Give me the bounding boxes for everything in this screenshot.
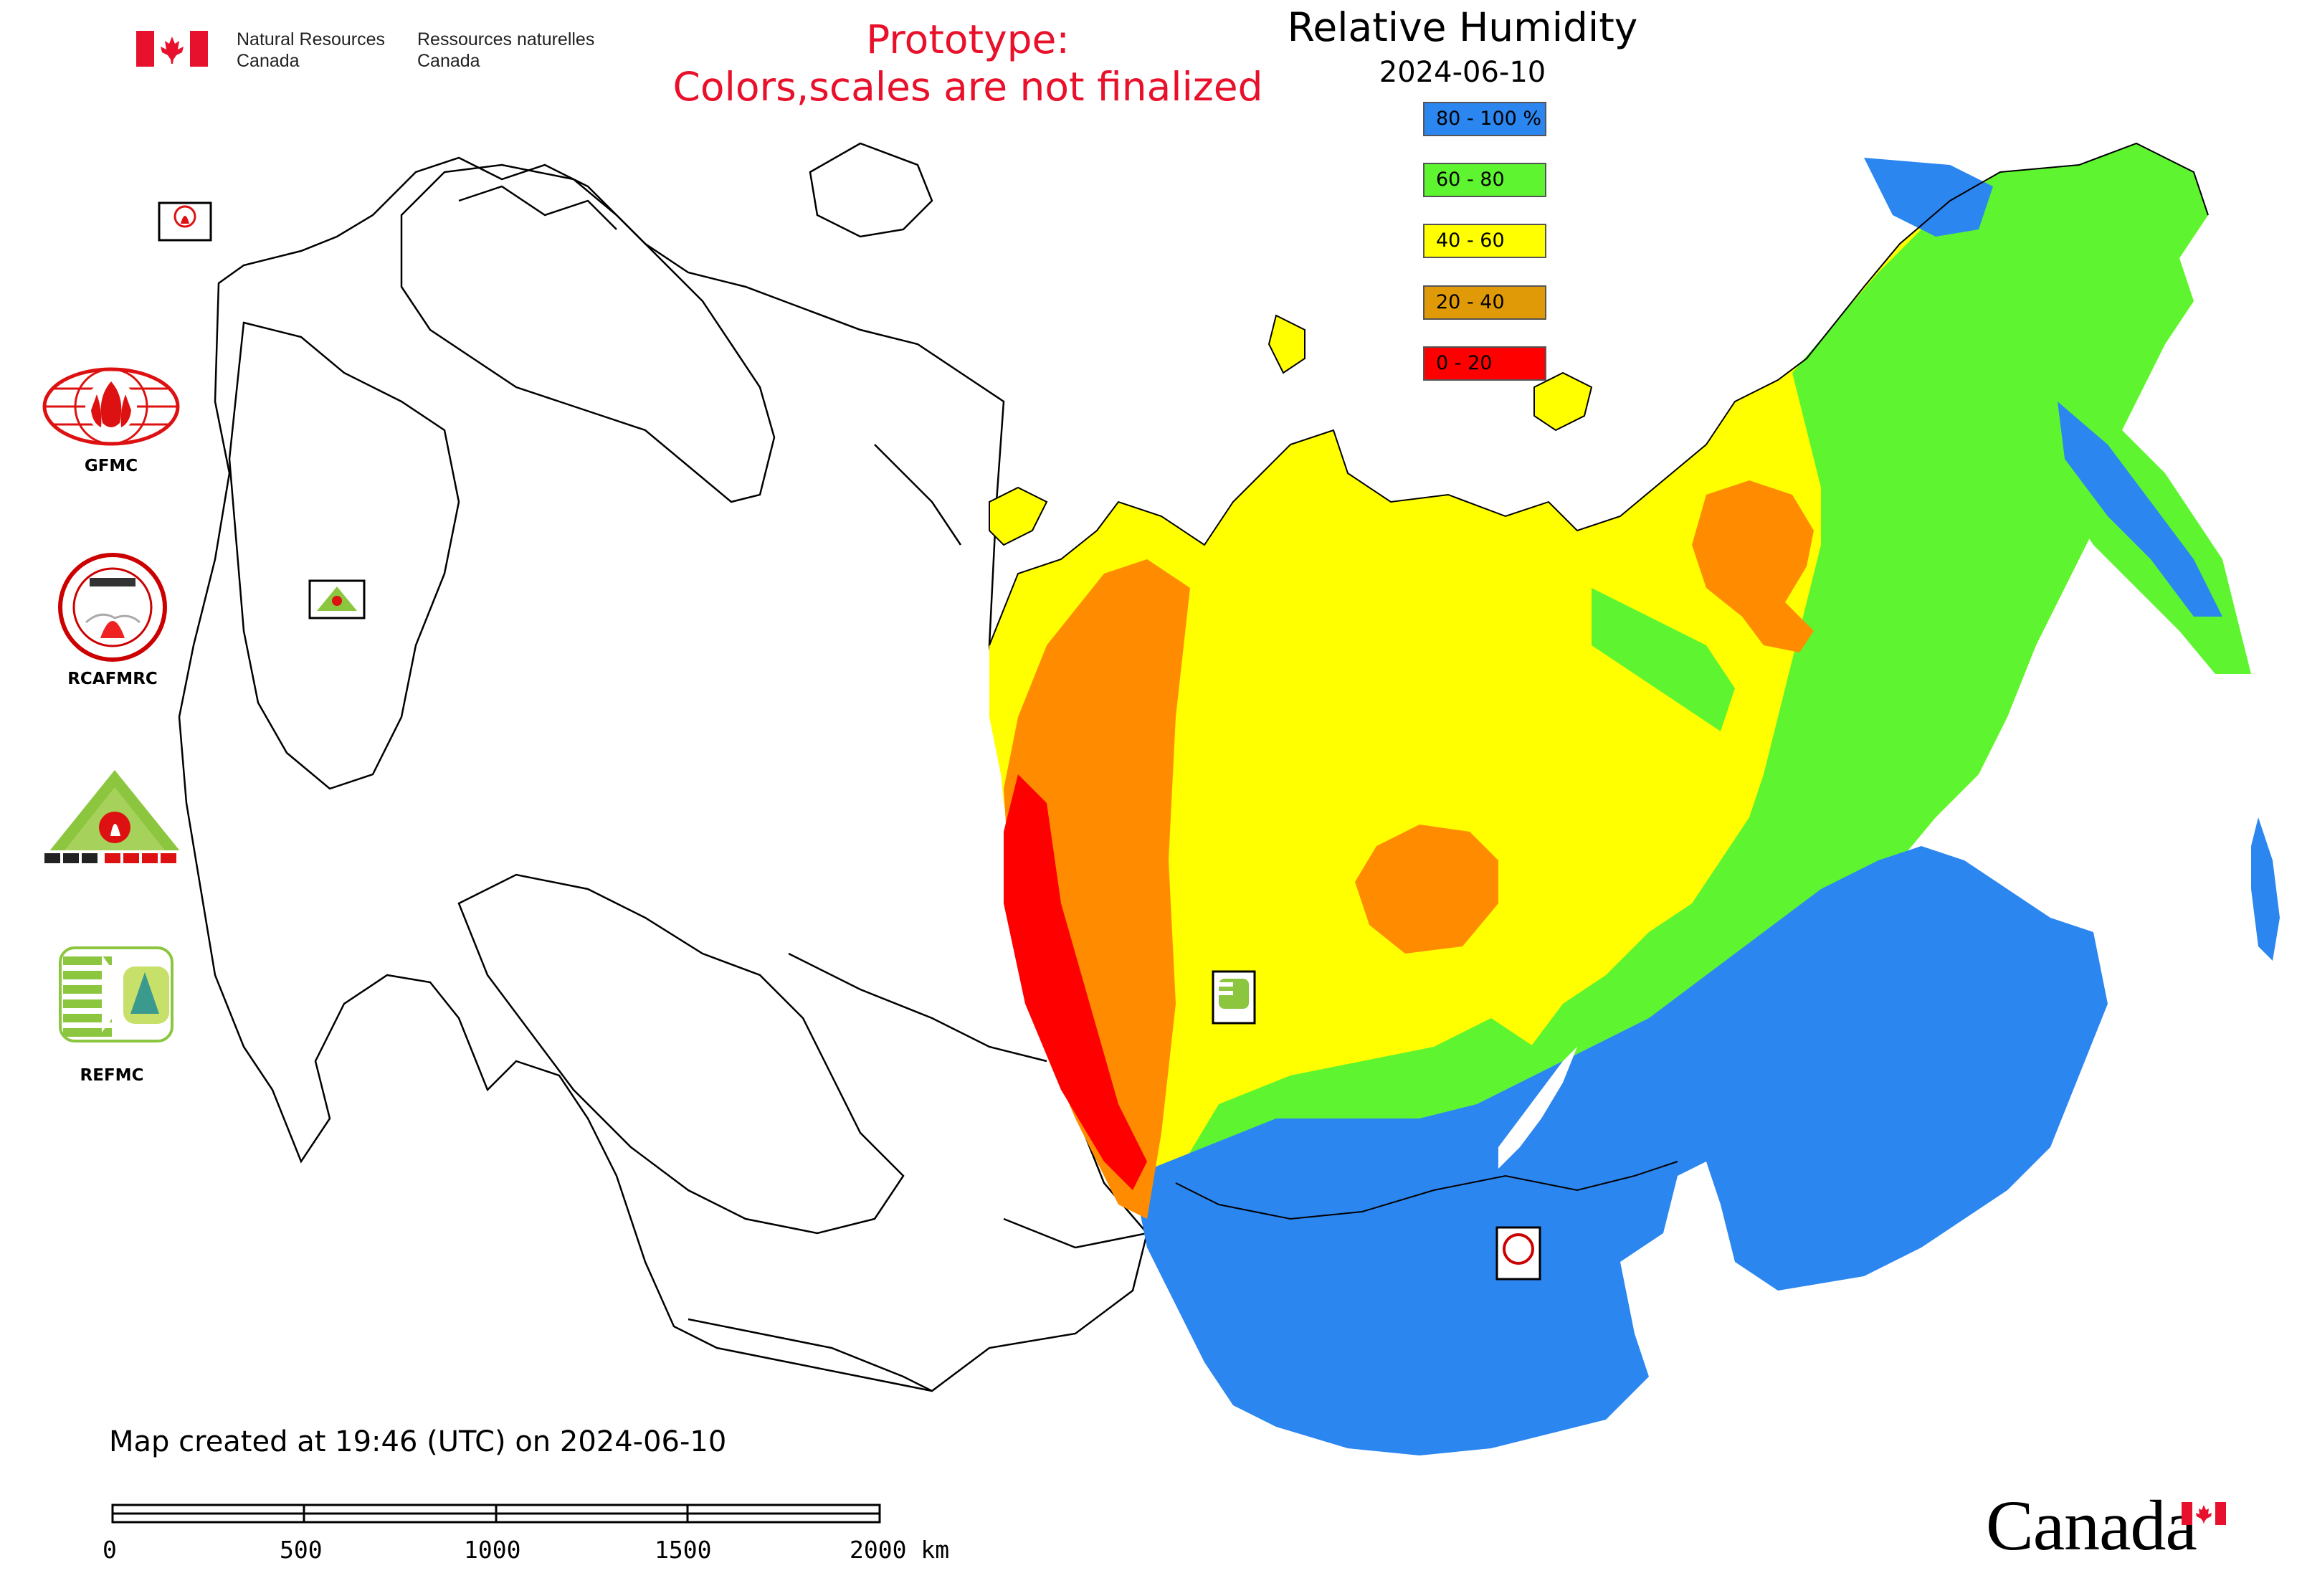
scale-label-500: 500 [280,1536,323,1564]
gfmc-logo-icon [42,367,180,446]
org-label-gfmc: GFMC [84,457,138,475]
nrcan-fr: Ressources naturelles Canada [417,29,594,72]
org-label-rcafmrc: RCAFMRC [67,670,158,688]
humidity-fill [989,143,2280,1455]
prototype-line2: Colors,scales are not finalized [672,64,1263,110]
reefmc-logo-icon [39,770,190,866]
legend-item-0-20: 0 - 20 [1423,346,1546,381]
map-marker-gfmc [158,201,212,242]
map-marker-rcafmrc [1495,1226,1541,1281]
map-marker-reefmc [308,579,366,619]
canada-flag-icon [136,31,208,67]
map-marker-refmc [1212,970,1256,1025]
legend-item-20-40: 20 - 40 [1423,285,1546,320]
map-date: 2024-06-10 [1379,56,1546,89]
legend-item-40-60: 40 - 60 [1423,224,1546,258]
scale-bar [111,1504,881,1524]
prototype-line1: Prototype: [866,16,1070,62]
scale-label-0: 0 [103,1536,117,1564]
prototype-notice: Prototype: Colors,scales are not finaliz… [645,16,1290,110]
refmc-logo-icon [59,946,173,1042]
legend-item-80-100: 80 - 100 % [1423,102,1546,136]
map-created-note: Map created at 19:46 (UTC) on 2024-06-10 [109,1425,727,1458]
nrcan-en-line1: Natural Resources [237,29,386,49]
scale-label-1000: 1000 [464,1536,521,1564]
country-outlines [178,142,1219,1392]
rcafmrc-logo-icon [58,553,167,662]
nrcan-fr-line2: Canada [417,51,480,71]
nrcan-en-line2: Canada [237,51,300,71]
nrcan-fr-line1: Ressources naturelles [417,29,595,49]
wordmark-flag-icon [2182,1502,2226,1525]
canada-wordmark: Canada [1986,1486,2197,1565]
map-title: Relative Humidity [1287,4,1638,50]
scale-label-2000: 2000 km [850,1536,950,1564]
legend-item-60-80: 60 - 80 [1423,163,1546,197]
nrcan-en: Natural Resources Canada [237,29,385,72]
scale-label-1500: 1500 [655,1536,712,1564]
org-label-refmc: REFMC [80,1066,144,1085]
